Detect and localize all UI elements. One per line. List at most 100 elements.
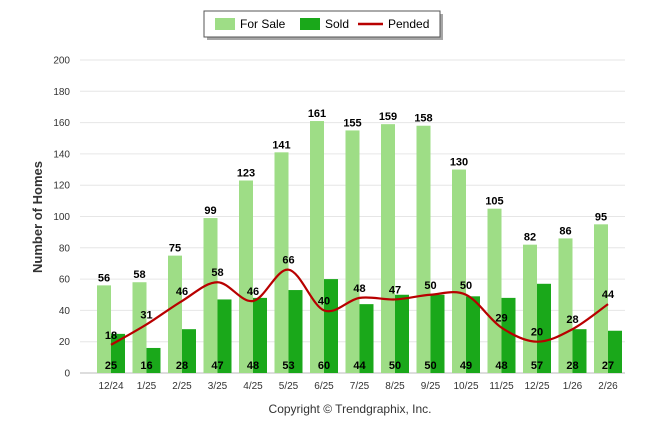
y-tick-label: 60 (59, 275, 71, 286)
pended-value-label: 50 (424, 280, 436, 292)
x-tick-label: 8/25 (385, 381, 405, 392)
y-tick-label: 40 (59, 306, 71, 317)
sold-bar (253, 297, 267, 373)
for-sale-value-label: 75 (169, 243, 181, 255)
y-tick-label: 20 (59, 337, 71, 348)
y-tick-label: 120 (53, 181, 70, 192)
pended-value-label: 58 (211, 267, 223, 279)
copyright-text: Copyright © Trendgraphix, Inc. (269, 402, 432, 416)
pended-value-label: 20 (531, 327, 543, 339)
for-sale-bar (487, 208, 502, 373)
x-tick-label: 10/25 (453, 381, 478, 392)
for-sale-value-label: 58 (133, 269, 145, 281)
sold-bar (182, 329, 196, 373)
for-sale-bar (274, 152, 289, 373)
for-sale-value-label: 141 (272, 139, 290, 151)
for-sale-bar (594, 224, 608, 373)
x-tick-label: 12/25 (524, 381, 549, 392)
for-sale-bar (203, 218, 218, 373)
sold-value-label: 48 (247, 360, 259, 372)
sold-value-label: 50 (389, 360, 401, 372)
sold-value-label: 28 (566, 360, 578, 372)
legend-swatch-sold (300, 18, 320, 30)
for-sale-value-label: 130 (450, 157, 468, 169)
y-tick-label: 80 (59, 243, 71, 254)
sold-value-label: 28 (176, 360, 188, 372)
x-tick-label: 2/25 (172, 381, 192, 392)
x-tick-label: 1/26 (563, 381, 583, 392)
x-tick-label: 2/26 (598, 381, 618, 392)
sold-bar (608, 330, 622, 373)
legend-box (203, 10, 441, 38)
pended-value-label: 31 (140, 309, 152, 321)
for-sale-value-label: 155 (343, 117, 361, 129)
pended-value-label: 44 (602, 289, 615, 301)
sold-bar (572, 329, 587, 373)
x-tick-label: 7/25 (350, 381, 370, 392)
for-sale-bar (523, 244, 537, 373)
y-tick-label: 0 (64, 369, 70, 380)
legend-label-pended: Pended (388, 17, 429, 31)
x-tick-label: 4/25 (243, 381, 263, 392)
pended-value-label: 47 (389, 284, 401, 296)
sold-value-label: 25 (105, 360, 117, 372)
pended-value-label: 28 (566, 314, 578, 326)
sold-value-label: 16 (140, 360, 152, 372)
y-tick-label: 140 (53, 149, 70, 160)
legend: For Sale Sold Pended (203, 10, 443, 40)
for-sale-bar (168, 255, 182, 373)
for-sale-bar (416, 125, 431, 373)
y-tick-label: 180 (53, 87, 70, 98)
sold-bar (395, 294, 409, 373)
for-sale-value-label: 123 (237, 168, 255, 180)
y-axis: 0 20 40 60 80 100 120 140 160 180 200 (53, 56, 70, 380)
pended-value-label: 50 (460, 280, 472, 292)
pended-value-label: 40 (318, 295, 330, 307)
sold-bar (288, 290, 303, 373)
for-sale-value-label: 159 (379, 111, 397, 123)
sold-value-label: 49 (460, 360, 472, 372)
x-tick-label: 5/25 (279, 381, 299, 392)
sold-value-label: 27 (602, 360, 614, 372)
pended-value-label: 46 (176, 286, 188, 298)
sold-value-label: 53 (282, 360, 294, 372)
sold-value-label: 50 (424, 360, 436, 372)
sold-value-label: 60 (318, 360, 330, 372)
legend-label-sold: Sold (325, 17, 349, 31)
sold-bar (501, 297, 516, 373)
y-tick-label: 100 (53, 212, 70, 223)
y-tick-label: 200 (53, 56, 70, 67)
for-sale-value-label: 158 (414, 113, 432, 125)
sold-value-label: 44 (353, 360, 366, 372)
sold-bar (359, 304, 374, 373)
legend-swatch-for-sale (215, 18, 235, 30)
for-sale-value-label: 99 (204, 205, 216, 217)
for-sale-value-label: 56 (98, 272, 110, 284)
pended-line-path (110, 268, 609, 346)
for-sale-bar (452, 169, 466, 373)
sold-value-label: 48 (495, 360, 507, 372)
data-labels: 56 25 18 58 16 31 75 28 46 99 47 58 123 48 46 141 53 66 16… (98, 108, 615, 372)
x-tick-label: 9/25 (421, 381, 441, 392)
sold-bar (217, 299, 232, 373)
pended-value-label: 66 (282, 255, 294, 267)
pended-value-label: 29 (495, 313, 507, 325)
x-tick-label: 6/25 (314, 381, 334, 392)
legend-label-for-sale: For Sale (240, 17, 286, 31)
x-tick-label: 3/25 (208, 381, 228, 392)
sold-bar (466, 296, 480, 373)
sold-value-label: 57 (531, 360, 543, 372)
x-tick-label: 12/24 (98, 381, 123, 392)
pended-line (110, 268, 609, 346)
y-tick-label: 160 (53, 118, 70, 129)
for-sale-bar (239, 180, 253, 373)
sold-bar (430, 294, 445, 373)
for-sale-value-label: 82 (524, 232, 536, 244)
pended-value-label: 46 (247, 286, 259, 298)
sold-bar (146, 347, 161, 373)
for-sale-value-label: 161 (308, 108, 326, 120)
x-tick-label: 11/25 (489, 381, 514, 392)
sold-value-label: 47 (211, 360, 223, 372)
x-axis: 12/24 1/25 2/25 3/25 4/25 5/25 6/25 7/25 8/25 9/2… (98, 381, 618, 392)
